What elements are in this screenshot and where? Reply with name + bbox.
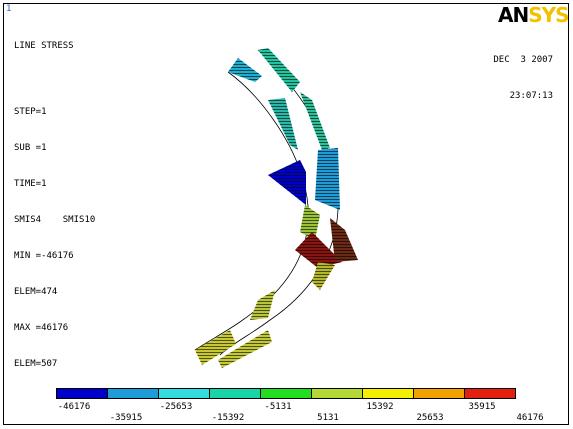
stress-segment-bottom-right [218, 330, 272, 368]
info-time: TIME=1 [14, 179, 47, 189]
outer-arc-line [219, 49, 339, 356]
legend-band [57, 389, 108, 398]
timestamp: DEC 3 2007 23:07:13 [493, 30, 553, 114]
stress-segment-top-outer [258, 48, 300, 92]
plot-date: DEC 3 2007 [493, 55, 553, 65]
info-sub: SUB =1 [14, 143, 47, 153]
legend-tick-label: -46176 [57, 402, 91, 412]
legend-band [363, 389, 414, 398]
legend-band [261, 389, 312, 398]
legend-tick-label: 25653 [416, 413, 444, 423]
stress-segment-min [268, 160, 306, 205]
window-number: 1 [6, 4, 12, 14]
stress-segment-mid-inner [300, 205, 320, 240]
info-max-elem: ELEM=507 [14, 359, 58, 369]
stress-segment-upper-outer [300, 92, 330, 150]
plot-info: LINE STRESS STEP=1 SUB =1 TIME=1 SMIS4 S… [14, 16, 95, 382]
legend-tick-label: 46176 [516, 413, 544, 423]
stress-segment-lower-outer [312, 262, 335, 290]
legend-band [159, 389, 210, 398]
stress-segment-top-left [228, 58, 262, 82]
logo-part-an: AN [498, 3, 529, 27]
inner-arc-line [194, 71, 309, 351]
plot-title: LINE STRESS [14, 41, 74, 51]
legend-tick-label: 15392 [366, 402, 394, 412]
legend-band [210, 389, 261, 398]
stress-segment-lower-inner [250, 290, 275, 320]
legend-tick-label: 35915 [468, 402, 496, 412]
legend-band [414, 389, 465, 398]
info-items: SMIS4 SMIS10 [14, 215, 96, 225]
info-max: MAX =46176 [14, 323, 69, 333]
legend-tick-label: -5131 [264, 402, 292, 412]
stress-segment-max [295, 232, 342, 268]
info-min-elem: ELEM=474 [14, 287, 58, 297]
legend-band [312, 389, 363, 398]
plot-time: 23:07:13 [509, 91, 553, 101]
legend-tick-label: 5131 [317, 413, 339, 423]
stress-segment-max-outer [330, 218, 358, 262]
stress-segments [195, 48, 358, 368]
legend-band [465, 389, 515, 398]
contour-legend [56, 388, 516, 399]
info-min: MIN =-46176 [14, 251, 74, 261]
stress-segment-upper-inner [268, 98, 298, 150]
ansys-logo: ANSYS [498, 3, 570, 27]
legend-band [108, 389, 159, 398]
legend-tick-label: -15392 [211, 413, 245, 423]
info-step: STEP=1 [14, 107, 47, 117]
legend-tick-label: -35915 [109, 413, 143, 423]
stress-segment-mid-outer [315, 148, 340, 210]
legend-tick-label: -25653 [159, 402, 193, 412]
logo-part-sys: SYS [528, 3, 569, 27]
stress-segment-bottom-left [195, 330, 236, 365]
